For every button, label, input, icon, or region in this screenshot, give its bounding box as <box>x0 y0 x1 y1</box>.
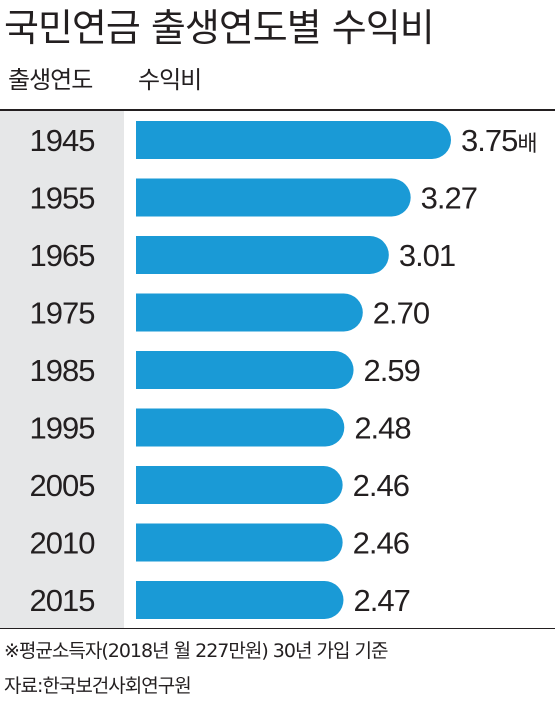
footnote: ※평균소득자(2018년 월 227만원) 30년 가입 기준 <box>4 640 388 662</box>
value-label-1955: 3.27 <box>421 181 477 216</box>
value-label-number: 2.46 <box>353 526 409 561</box>
bar-2010 <box>136 523 343 562</box>
value-label-number: 2.48 <box>354 411 410 446</box>
value-label-number: 2.47 <box>353 583 409 618</box>
value-label-2005: 2.46 <box>353 468 409 503</box>
value-label-number: 3.27 <box>421 181 477 216</box>
bar-1975 <box>136 293 363 332</box>
bar-2005 <box>136 466 343 504</box>
value-label-number: 3.01 <box>399 238 455 273</box>
value-label-1985: 2.59 <box>364 353 420 388</box>
value-label-number: 3.75 <box>461 123 517 158</box>
chart-title: 국민연금 출생연도별 수익비 <box>4 6 435 50</box>
column-header-return-ratio: 수익비 <box>138 66 202 94</box>
source-note: 자료:한국보건사회연구원 <box>4 675 192 697</box>
value-label-number: 2.46 <box>353 468 409 503</box>
bar-1995 <box>136 408 345 447</box>
column-header-birth-year: 출생연도 <box>8 66 93 94</box>
year-tick-label: 2015 <box>30 583 95 618</box>
year-tick-label: 1985 <box>30 353 95 388</box>
value-label-2010: 2.46 <box>353 526 409 561</box>
value-label-1965: 3.01 <box>399 238 455 273</box>
bar-2015 <box>136 581 344 619</box>
year-tick-label: 1945 <box>30 123 95 158</box>
value-label-2015: 2.47 <box>353 583 409 618</box>
value-label-number: 2.70 <box>373 296 430 331</box>
bar-chart: 1945 3.75배 1955 3.27 1965 3.01 1975 2.70 1985 2.5… <box>30 121 538 619</box>
value-label-1975: 2.70 <box>373 296 430 331</box>
bar-1965 <box>136 236 389 274</box>
value-label-1945: 3.75배 <box>461 123 537 158</box>
bar-1985 <box>136 351 354 389</box>
header-divider <box>0 109 555 111</box>
year-column-background <box>0 111 124 628</box>
value-unit-label: 배 <box>517 132 536 157</box>
bar-1955 <box>136 178 411 217</box>
value-label-1995: 2.48 <box>354 411 410 446</box>
value-label-number: 2.59 <box>364 353 420 388</box>
year-tick-label: 1955 <box>30 181 95 216</box>
year-tick-label: 2010 <box>30 526 96 561</box>
year-tick-label: 2005 <box>30 468 95 503</box>
bar-1945 <box>136 121 451 159</box>
year-tick-label: 1965 <box>30 238 95 273</box>
footer-divider <box>0 628 555 629</box>
year-tick-label: 1995 <box>30 411 95 446</box>
year-tick-label: 1975 <box>30 296 95 331</box>
